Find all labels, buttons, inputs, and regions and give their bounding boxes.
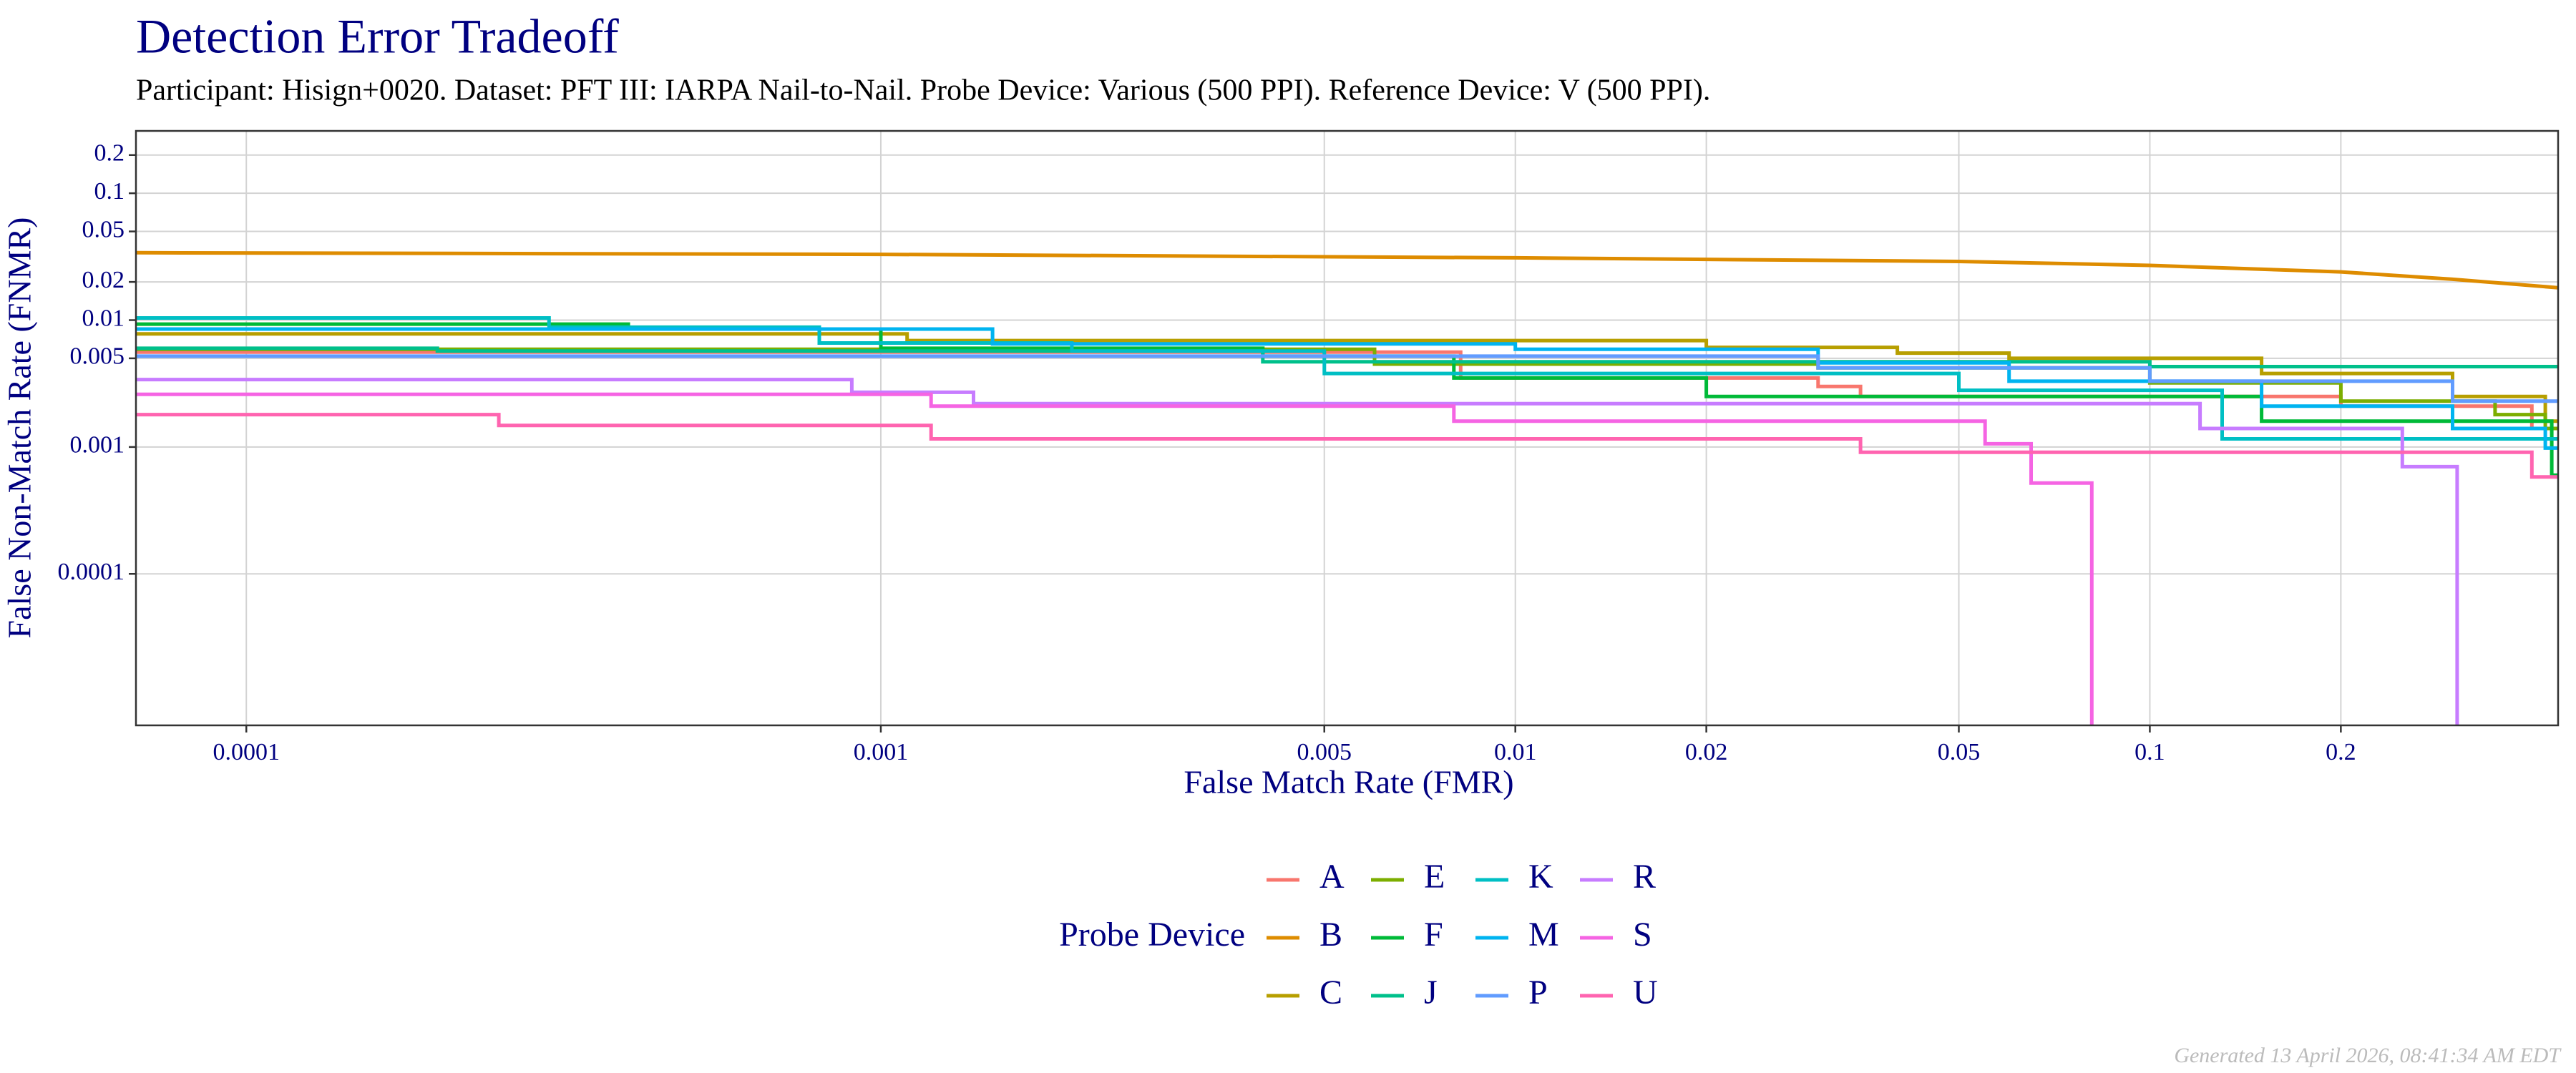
- y-tick-label: 0.1: [94, 178, 125, 205]
- x-tick-label: 0.05: [1938, 739, 1981, 765]
- series-line: [136, 316, 2558, 441]
- legend-label: P: [1528, 974, 1548, 1011]
- legend-label: E: [1424, 858, 1445, 896]
- legend-label: K: [1528, 858, 1553, 896]
- legend-label: C: [1319, 974, 1342, 1011]
- legend-label: A: [1319, 858, 1345, 896]
- x-tick-label: 0.01: [1494, 739, 1537, 765]
- y-tick-label: 0.0001: [58, 559, 125, 585]
- chart-subtitle: Participant: Hisign+0020. Dataset: PFT I…: [136, 74, 1710, 107]
- chart-title: Detection Error Tradeoff: [136, 9, 619, 64]
- lines: [136, 250, 2558, 725]
- series-line: [136, 250, 2558, 290]
- legend-label: M: [1528, 916, 1559, 954]
- legend-label: S: [1633, 916, 1652, 954]
- caption: Generated 13 April 2026, 08:41:34 AM EDT: [2174, 1044, 2562, 1067]
- y-tick-label: 0.001: [70, 432, 125, 459]
- series-line: [136, 413, 2558, 479]
- legend-label: U: [1633, 974, 1658, 1011]
- x-tick-label: 0.02: [1685, 739, 1728, 765]
- series-line: [136, 327, 2558, 450]
- y-tick-label: 0.05: [82, 216, 125, 242]
- legend-label: B: [1319, 916, 1342, 954]
- x-tick-label: 0.001: [854, 739, 909, 765]
- legend-label: J: [1424, 974, 1438, 1011]
- plot-border: [135, 129, 2560, 727]
- y-tick-label: 0.01: [82, 305, 125, 331]
- series-line: [136, 354, 2558, 403]
- legend-label: R: [1633, 858, 1656, 896]
- series-line: [136, 332, 2558, 423]
- y-tick-label: 0.02: [82, 267, 125, 293]
- x-tick-label: 0.0001: [213, 739, 280, 765]
- plot-area: [136, 131, 2558, 725]
- x-tick-label: 0.2: [2326, 739, 2356, 765]
- x-axis-title: False Match Rate (FMR): [1184, 764, 1513, 800]
- legend-title: Probe Device: [1059, 916, 1245, 954]
- y-tick-label: 0.2: [94, 140, 125, 167]
- legend-label: F: [1424, 916, 1443, 954]
- series-line: [136, 392, 2094, 725]
- legend: ABC EFJ KMP RSU: [1267, 858, 1658, 1011]
- grid: [136, 131, 2558, 725]
- x-tick-label: 0.005: [1297, 739, 1352, 765]
- x-tick-label: 0.1: [2135, 739, 2165, 765]
- series-line: [136, 378, 2459, 725]
- y-tick-label: 0.005: [70, 343, 125, 370]
- y-axis-title: False Non-Match Rate (FNMR): [1, 217, 38, 639]
